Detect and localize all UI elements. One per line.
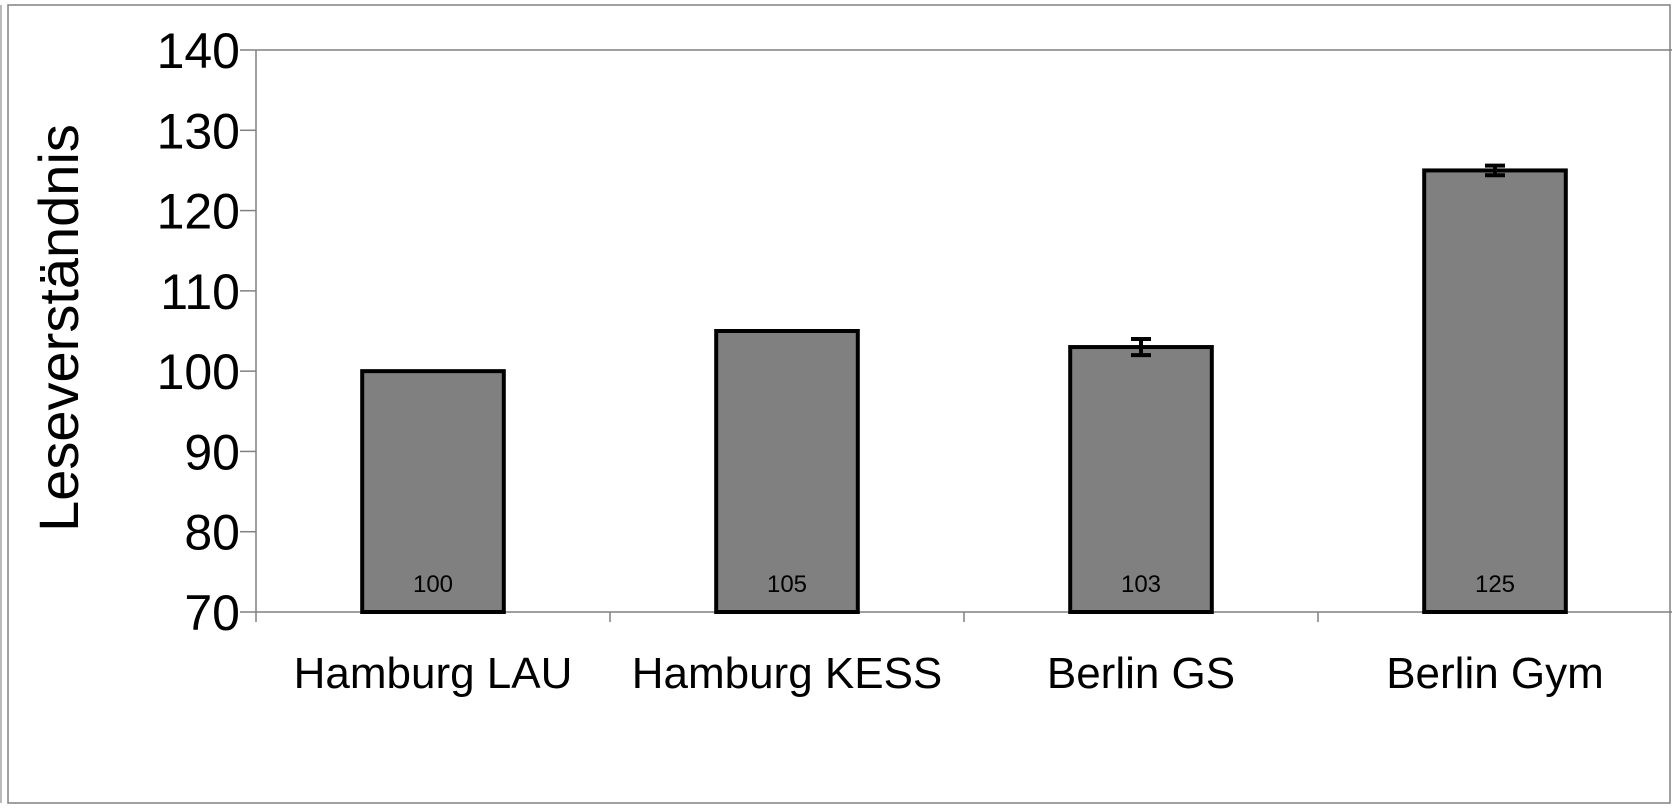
chart-border	[7, 4, 1671, 804]
bar	[1068, 345, 1214, 614]
bar-value-label: 100	[413, 571, 453, 598]
y-tick-label: 130	[157, 103, 240, 159]
bar	[360, 369, 506, 614]
y-tick-label: 100	[157, 344, 240, 400]
bar	[714, 329, 860, 614]
y-tick-label: 140	[157, 23, 240, 79]
y-tick-label: 90	[184, 424, 240, 480]
x-category-label: Berlin Gym	[1386, 649, 1604, 698]
x-category-label: Hamburg LAU	[294, 649, 573, 698]
x-category-label: Hamburg KESS	[632, 649, 943, 698]
y-tick-label: 80	[184, 505, 240, 561]
bar-value-label: 103	[1121, 571, 1161, 598]
x-category-label: Berlin GS	[1047, 649, 1235, 698]
y-tick-label: 110	[160, 264, 240, 320]
bar-value-label: 125	[1475, 571, 1515, 598]
y-axis-label: Leseverständnis	[27, 124, 90, 532]
bar	[1422, 168, 1568, 615]
y-tick-label: 70	[184, 585, 240, 641]
y-tick-label: 120	[157, 184, 240, 240]
bar-value-label: 105	[767, 571, 807, 598]
